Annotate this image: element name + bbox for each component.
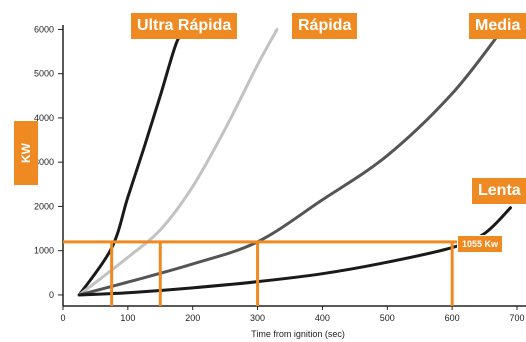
x-tick-label: 100 [120,313,135,323]
y-tick-label: 5000 [34,69,54,79]
x-tick-label: 700 [509,313,524,323]
x-tick-label: 400 [315,313,330,323]
x-tick-label: 500 [380,313,395,323]
x-tick-label: 300 [250,313,265,323]
y-tick-label: 3000 [34,157,54,167]
y-tick-label: 0 [49,290,54,300]
y-axis-label: KW [19,143,33,163]
y-tick-label: 4000 [34,113,54,123]
x-axis-title: Time from ignition (sec) [251,329,345,339]
x-tick-label: 600 [445,313,460,323]
series-label-lenta: Lenta [472,178,526,204]
series-line-rapida [77,27,279,297]
reference-level-label: 1055 Kw [457,235,504,253]
y-tick-label: 2000 [34,201,54,211]
y-tick-label: 6000 [34,24,54,34]
series-line-media [77,30,503,297]
series-label-ultra-rapida: Ultra Rápida [131,13,238,39]
y-tick-label: 1000 [34,246,54,256]
series-line-lenta [77,206,513,297]
series-label-rapida: Rápida [292,13,358,39]
x-tick-label: 0 [60,313,65,323]
series-label-media: Media [469,13,526,39]
y-axis-label-box: KW [14,121,38,185]
x-tick-label: 200 [185,313,200,323]
